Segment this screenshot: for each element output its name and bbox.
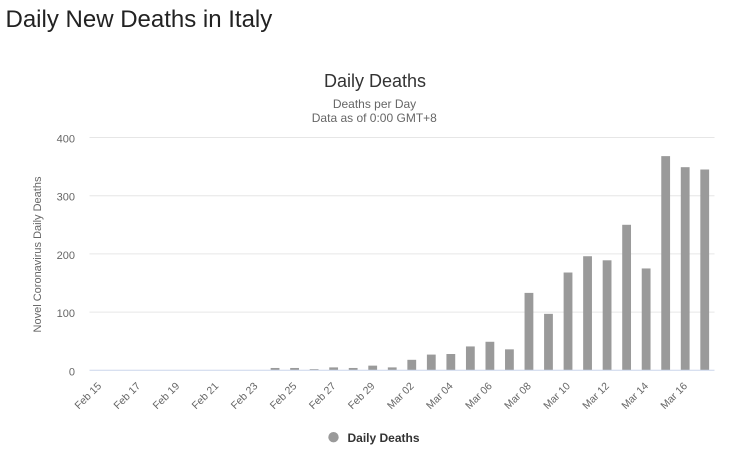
svg-text:Novel Coronavirus Daily Deaths: Novel Coronavirus Daily Deaths <box>32 176 44 332</box>
svg-text:400: 400 <box>57 134 75 146</box>
svg-text:0: 0 <box>69 366 75 378</box>
svg-text:200: 200 <box>57 250 75 262</box>
svg-text:Daily Deaths: Daily Deaths <box>324 71 426 91</box>
svg-text:100: 100 <box>57 308 75 320</box>
svg-text:Daily New Deaths in Italy: Daily New Deaths in Italy <box>6 6 273 33</box>
svg-text:Data as of 0:00 GMT+8: Data as of 0:00 GMT+8 <box>312 111 437 125</box>
svg-text:300: 300 <box>57 192 75 204</box>
svg-text:Deaths per Day: Deaths per Day <box>333 97 416 111</box>
svg-text:Daily Deaths: Daily Deaths <box>348 431 420 445</box>
